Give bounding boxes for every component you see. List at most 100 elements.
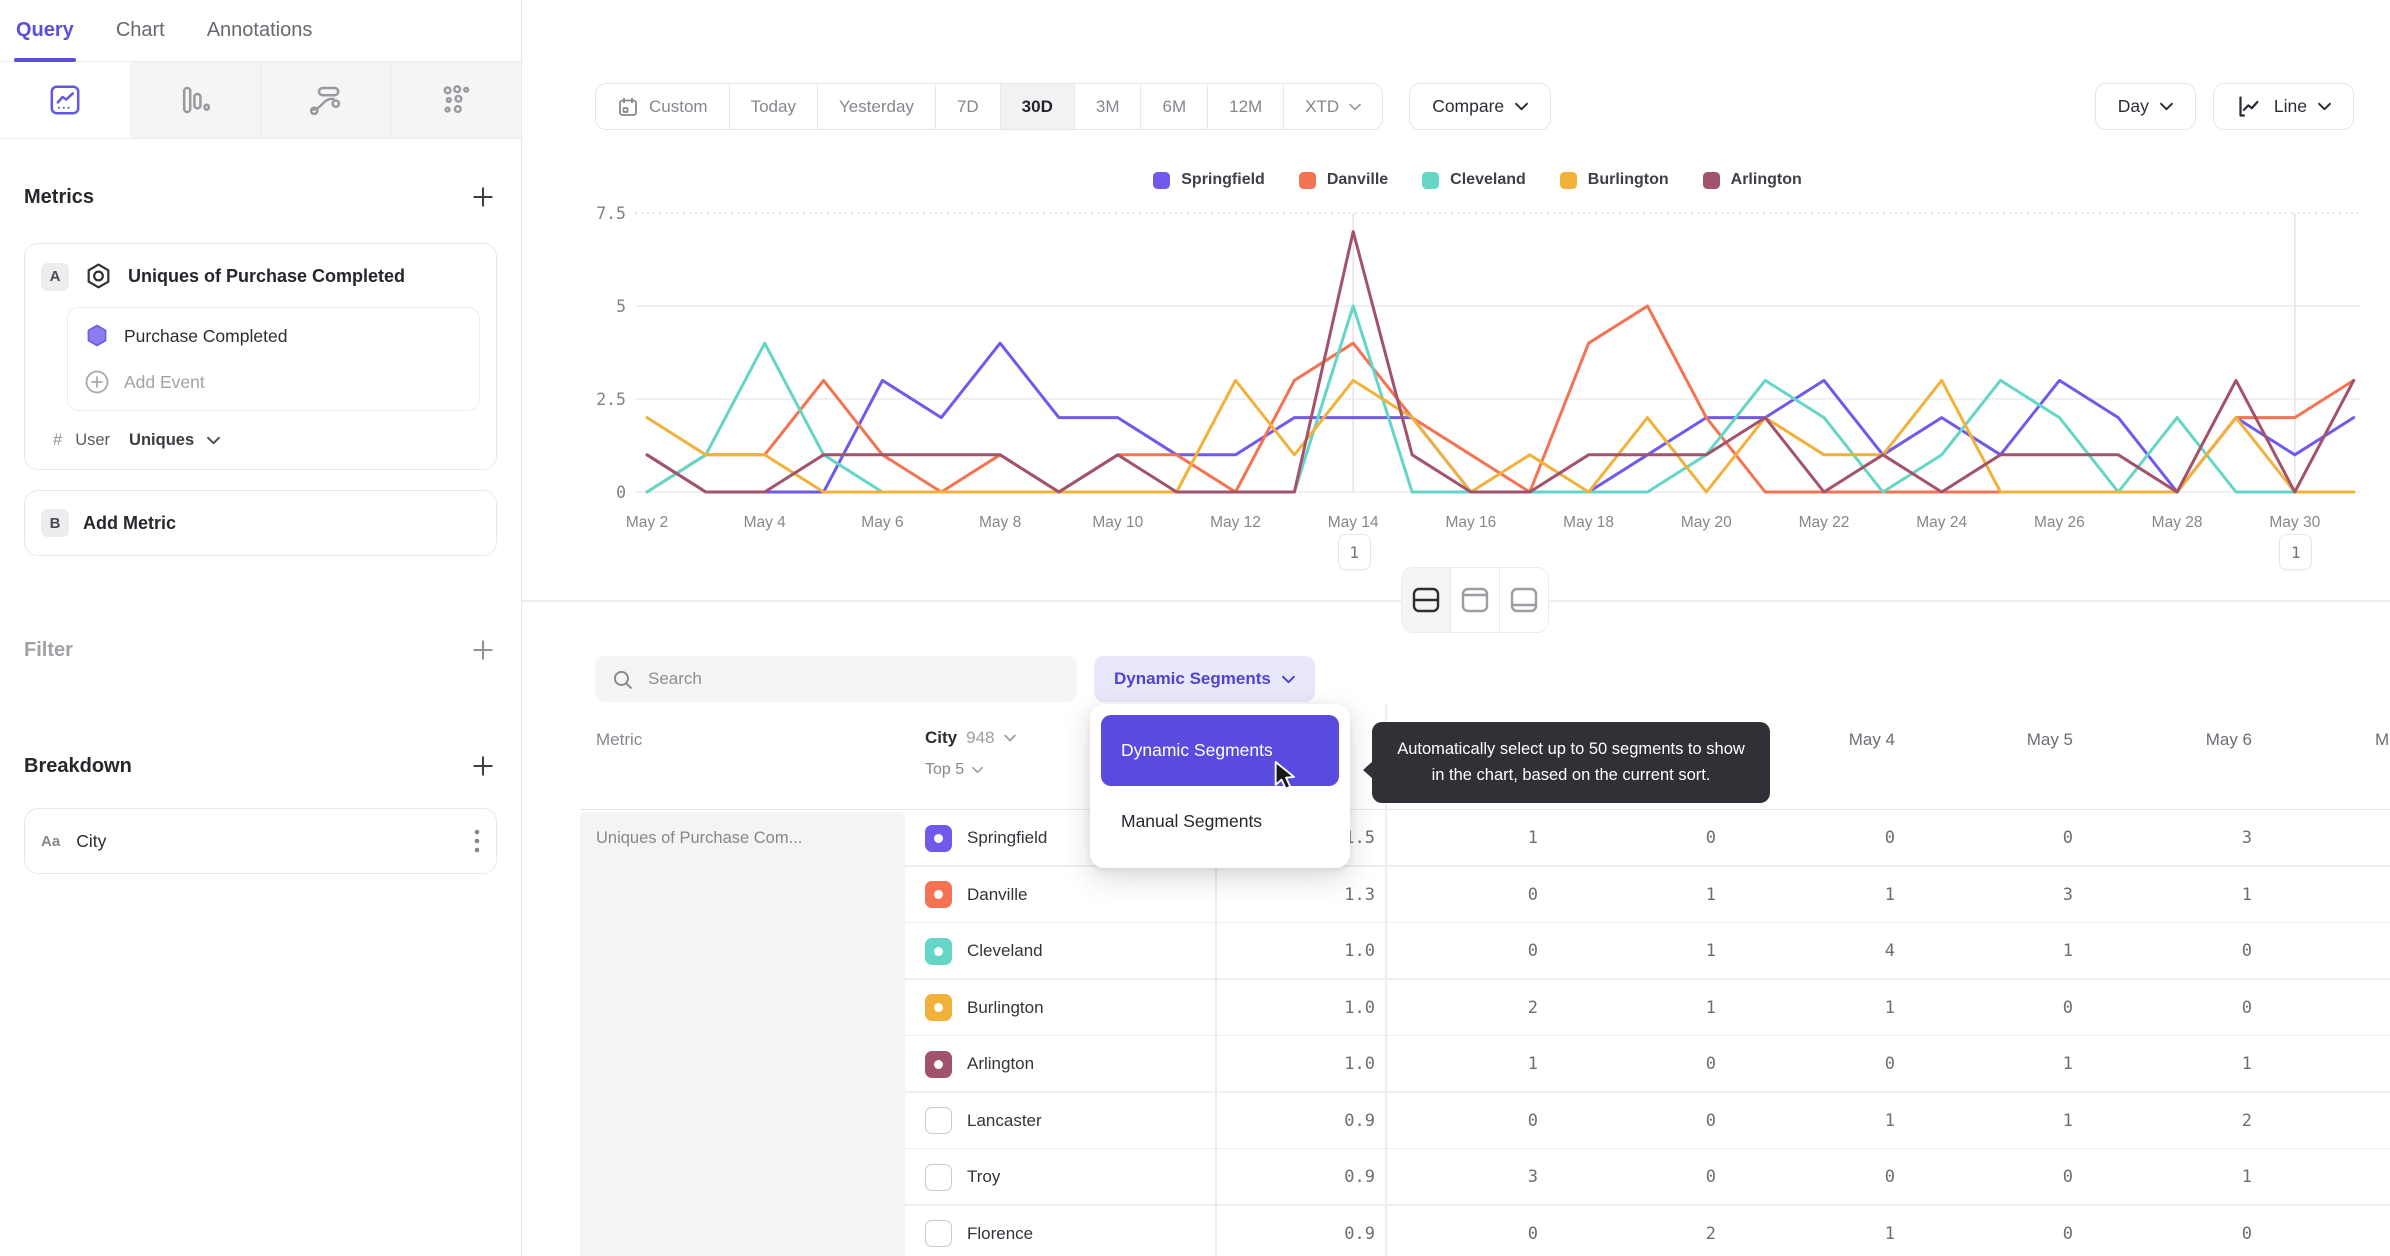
segment-checkbox[interactable] — [925, 994, 952, 1022]
day-value: 0 — [1705, 828, 1716, 849]
table-row-lancaster: Lancaster 0.9 0 0 1 1 2 — [580, 1093, 2390, 1149]
aggregation-selector[interactable]: # User Uniques — [53, 431, 480, 450]
query-sidebar: Query Chart Annotations — [0, 0, 522, 1256]
annotation-badge[interactable]: 1 — [2279, 534, 2313, 570]
day-value: 0 — [1884, 1167, 1895, 1188]
chart-type-line-tab[interactable] — [0, 62, 130, 138]
segment-checkbox[interactable] — [925, 937, 952, 965]
top5-selector[interactable]: Top 5 — [925, 761, 1215, 779]
legend-item-danville[interactable]: Danville — [1298, 171, 1388, 189]
city-column-header[interactable]: City 948 — [925, 728, 1215, 748]
legend-item-cleveland[interactable]: Cleveland — [1422, 171, 1526, 189]
day-value: 0 — [2062, 1167, 2073, 1188]
layout-table-only-button[interactable] — [1500, 568, 1548, 632]
date-range-7d[interactable]: 7D — [936, 84, 1001, 129]
annotation-badge[interactable]: 1 — [1337, 534, 1371, 570]
layout-split-button[interactable] — [1402, 568, 1451, 632]
add-event-row[interactable]: Add Event — [84, 369, 463, 395]
dropdown-option-dynamic-segments[interactable]: Dynamic Segments — [1101, 715, 1339, 786]
segment-checkbox[interactable] — [925, 1050, 952, 1078]
day-value: 1 — [1527, 828, 1538, 849]
breakdown-city-card[interactable]: Aa City — [24, 808, 497, 874]
avg-value: 0.9 — [1344, 1167, 1375, 1188]
day-value: 1 — [2241, 1167, 2252, 1188]
bar-chart-icon — [177, 82, 213, 118]
date-range-30d[interactable]: 30D — [1000, 84, 1075, 129]
day-column-header: May 6 — [2205, 730, 2252, 749]
add-metric-label: Add Metric — [83, 512, 177, 533]
date-range-xtd[interactable]: XTD — [1284, 84, 1382, 129]
chart-type-bar-tab[interactable] — [130, 62, 261, 138]
metric-a-label[interactable]: Uniques of Purchase Completed — [128, 266, 406, 286]
agg-user-label: User — [75, 431, 111, 449]
day-value: 1 — [2062, 1054, 2073, 1075]
compare-button[interactable]: Compare — [1409, 83, 1552, 130]
segment-name: Danville — [967, 884, 1028, 904]
tab-query[interactable]: Query — [14, 0, 76, 62]
date-range-yesterday[interactable]: Yesterday — [818, 84, 936, 129]
table-row-arlington: Arlington 1.0 1 0 0 1 1 — [580, 1036, 2390, 1093]
search-input[interactable] — [646, 668, 1060, 690]
svg-text:May 8: May 8 — [979, 514, 1021, 531]
svg-text:May 30: May 30 — [2269, 514, 2320, 531]
layout-top-icon — [1460, 586, 1490, 614]
day-value: 0 — [1527, 884, 1538, 905]
segments-mode-button[interactable]: Dynamic Segments — [1094, 656, 1315, 702]
legend-item-springfield[interactable]: Springfield — [1153, 171, 1265, 189]
table-row-burlington: Burlington 1.0 2 1 1 0 0 — [580, 980, 2390, 1036]
agg-value-label: Uniques — [129, 431, 195, 449]
legend-item-burlington[interactable]: Burlington — [1559, 171, 1669, 189]
calendar-icon — [617, 96, 639, 118]
segment-name: Burlington — [967, 997, 1044, 1017]
date-range-12m[interactable]: 12M — [1208, 84, 1285, 129]
day-value: 1 — [1884, 1110, 1895, 1131]
line-chart[interactable]: 0 2.5 5 7.5 May 2 May 4 May 6 May 8 May 10 May 12… — [560, 165, 2390, 590]
add-metric-plus-button[interactable] — [469, 183, 497, 211]
segment-checkbox[interactable] — [925, 881, 952, 909]
svg-text:May 2: May 2 — [626, 514, 668, 531]
segment-checkbox[interactable] — [925, 1220, 952, 1248]
day-value: 1 — [1705, 884, 1716, 905]
segment-checkbox[interactable] — [925, 1163, 952, 1191]
day-value: 2 — [2241, 1110, 2252, 1131]
event-row[interactable]: Purchase Completed — [84, 323, 463, 349]
day-value: 0 — [1705, 1110, 1716, 1131]
dropdown-option-manual-segments[interactable]: Manual Segments — [1121, 811, 1263, 831]
segments-mode-label: Dynamic Segments — [1114, 669, 1271, 688]
metric-cell: Uniques of Purchase Com... — [580, 812, 905, 1256]
day-value: 1 — [1527, 1054, 1538, 1075]
line-type-icon — [2236, 93, 2263, 120]
granularity-label: Day — [2117, 96, 2149, 116]
chart-legend: Springfield Danville Cleveland Burlington Ar… — [595, 171, 2360, 189]
add-breakdown-plus-button[interactable] — [469, 752, 497, 780]
day-value: 1 — [2241, 884, 2252, 905]
svg-text:May 14: May 14 — [1328, 514, 1379, 531]
svg-text:May 10: May 10 — [1092, 514, 1143, 531]
chart-type-scatter-tab[interactable] — [391, 62, 521, 138]
chart-type-flow-tab[interactable] — [261, 62, 392, 138]
day-column-header: May 5 — [2026, 730, 2073, 749]
legend-item-arlington[interactable]: Arlington — [1702, 171, 1802, 189]
legend-swatch — [1298, 171, 1316, 189]
event-hexagon-icon — [84, 323, 110, 349]
date-range-custom[interactable]: Custom — [596, 84, 730, 129]
chevron-down-icon — [1003, 734, 1016, 742]
metric-b-card[interactable]: B Add Metric — [24, 490, 497, 556]
tab-chart[interactable]: Chart — [115, 19, 165, 41]
layout-chart-only-button[interactable] — [1451, 568, 1500, 632]
legend-label: Cleveland — [1450, 171, 1526, 188]
kebab-menu-icon[interactable] — [474, 828, 480, 854]
date-range-6m[interactable]: 6M — [1141, 84, 1209, 129]
chevron-down-icon — [1281, 675, 1295, 684]
tab-annotations[interactable]: Annotations — [206, 19, 313, 41]
day-value: 1 — [1705, 997, 1716, 1018]
chart-type-button[interactable]: Line — [2212, 83, 2354, 130]
add-filter-plus-button[interactable] — [469, 636, 497, 664]
segment-checkbox[interactable] — [925, 1107, 952, 1135]
granularity-button[interactable]: Day — [2094, 83, 2196, 130]
date-range-today[interactable]: Today — [730, 84, 818, 129]
layout-split-icon — [1411, 586, 1441, 614]
day-value: 1 — [2062, 1110, 2073, 1131]
date-range-3m[interactable]: 3M — [1075, 84, 1142, 129]
segment-checkbox[interactable] — [925, 824, 952, 852]
